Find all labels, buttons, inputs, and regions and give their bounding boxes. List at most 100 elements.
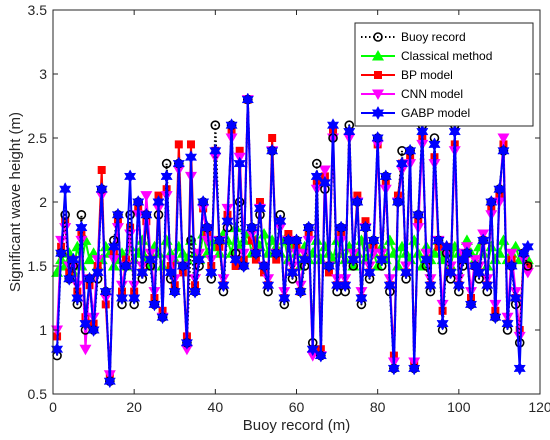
data-point-cnn-model xyxy=(521,267,534,279)
data-point-gabp-model xyxy=(87,322,100,338)
data-point-gabp-model xyxy=(172,156,185,171)
x-tick-label: 0 xyxy=(49,399,57,415)
data-point-classical-method xyxy=(335,247,348,258)
y-tick-label: 3 xyxy=(39,66,47,82)
legend-marker xyxy=(372,89,384,100)
data-point-gabp-model xyxy=(270,246,283,261)
y-tick-label: 1 xyxy=(39,322,47,338)
data-point-classical-method xyxy=(391,260,404,271)
data-point-gabp-model xyxy=(168,284,181,299)
data-point-gabp-model xyxy=(477,233,490,248)
data-point-gabp-model xyxy=(233,156,246,171)
data-point-gabp-model xyxy=(444,265,457,280)
data-point-classical-method xyxy=(99,240,112,252)
data-point-gabp-model xyxy=(416,124,429,139)
data-point-gabp-model xyxy=(201,220,214,235)
legend-marker xyxy=(374,71,382,79)
data-point-gabp-model xyxy=(176,258,189,274)
legend-label: BP model xyxy=(401,68,453,82)
data-point-buoy-record xyxy=(234,197,245,207)
data-point-gabp-model xyxy=(379,169,392,184)
legend-item-cnn-model: CNN model xyxy=(361,87,463,101)
data-point-gabp-model xyxy=(383,278,396,293)
data-point-gabp-model xyxy=(119,258,133,274)
data-point-gabp-model xyxy=(298,252,311,267)
series-gabp-model xyxy=(50,92,534,389)
data-point-gabp-model xyxy=(493,182,506,197)
data-point-gabp-model xyxy=(509,290,522,306)
legend-item-gabp-model: GABP model xyxy=(361,105,470,121)
data-point-gabp-model xyxy=(448,124,461,139)
data-point-gabp-model xyxy=(148,297,161,312)
data-point-gabp-model xyxy=(387,361,400,376)
legend-label: CNN model xyxy=(401,87,463,101)
data-point-cnn-model xyxy=(79,344,92,356)
data-point-gabp-model xyxy=(481,278,494,293)
data-point-gabp-model xyxy=(440,239,453,254)
y-tick-label: 0.5 xyxy=(28,386,48,402)
data-point-gabp-model xyxy=(339,278,352,293)
data-point-gabp-model xyxy=(136,265,149,280)
data-point-gabp-model xyxy=(375,252,388,267)
data-point-gabp-model xyxy=(107,239,120,254)
data-point-gabp-model xyxy=(160,169,173,184)
data-point-gabp-model xyxy=(314,348,327,363)
data-point-gabp-model xyxy=(164,265,177,280)
data-point-cnn-model xyxy=(290,248,303,260)
data-point-gabp-model xyxy=(399,265,413,280)
data-point-gabp-model xyxy=(318,175,332,190)
data-point-gabp-model xyxy=(257,258,271,274)
legend-item-buoy-record: Buoy record xyxy=(361,30,466,44)
x-tick-label: 80 xyxy=(370,399,386,415)
data-point-cnn-model xyxy=(140,191,153,202)
y-axis-label: Significant wave height (m) xyxy=(7,112,24,292)
data-point-buoy-record xyxy=(76,210,87,220)
data-point-gabp-model xyxy=(335,220,348,235)
legend-item-bp-model: BP model xyxy=(361,68,453,82)
data-point-cnn-model xyxy=(505,248,518,260)
data-point-cnn-model xyxy=(306,351,319,362)
data-point-gabp-model xyxy=(404,143,417,158)
data-point-gabp-model xyxy=(424,278,437,293)
data-point-bp-model xyxy=(268,134,277,142)
data-point-classical-method xyxy=(489,253,502,265)
data-point-bp-model xyxy=(247,236,256,245)
data-point-bp-model xyxy=(97,166,106,174)
data-point-gabp-model xyxy=(63,271,76,286)
data-point-gabp-model xyxy=(395,156,409,171)
data-point-gabp-model xyxy=(140,207,153,222)
data-point-gabp-model xyxy=(391,194,405,210)
x-tick-label: 20 xyxy=(126,399,142,415)
data-point-gabp-model xyxy=(460,246,474,261)
data-point-gabp-model xyxy=(261,278,275,293)
data-point-gabp-model xyxy=(464,297,478,312)
data-point-gabp-model xyxy=(50,342,64,357)
x-tick-label: 120 xyxy=(528,399,550,415)
legend-item-classical-method: Classical method xyxy=(361,49,492,63)
y-tick-label: 1.5 xyxy=(28,258,48,274)
legend-marker xyxy=(372,50,384,61)
data-point-gabp-model xyxy=(306,342,319,357)
data-point-gabp-model xyxy=(302,220,315,235)
data-point-gabp-model xyxy=(326,118,340,133)
data-point-gabp-model xyxy=(132,194,145,210)
data-point-gabp-model xyxy=(91,265,104,280)
data-point-gabp-model xyxy=(193,252,206,267)
data-point-gabp-model xyxy=(343,124,356,139)
data-point-gabp-model xyxy=(75,220,88,235)
data-point-classical-method xyxy=(128,253,141,265)
data-point-gabp-model xyxy=(59,182,72,197)
data-point-gabp-model xyxy=(197,194,210,210)
data-point-gabp-model xyxy=(489,310,502,325)
data-point-bp-model xyxy=(61,217,70,226)
data-point-gabp-model xyxy=(432,233,445,248)
data-point-cnn-model xyxy=(180,344,193,356)
legend-marker xyxy=(371,105,385,121)
data-point-bp-model xyxy=(523,262,532,270)
tick-layer: 0 20 40 60 80 100 120 0.5 1 1.5 2 2.5 3 3.5 xyxy=(28,2,550,415)
data-point-gabp-model xyxy=(412,207,425,222)
x-tick-label: 40 xyxy=(208,399,224,415)
data-point-classical-method xyxy=(509,240,522,252)
data-point-gabp-model xyxy=(188,284,202,299)
data-point-gabp-model xyxy=(253,201,267,216)
